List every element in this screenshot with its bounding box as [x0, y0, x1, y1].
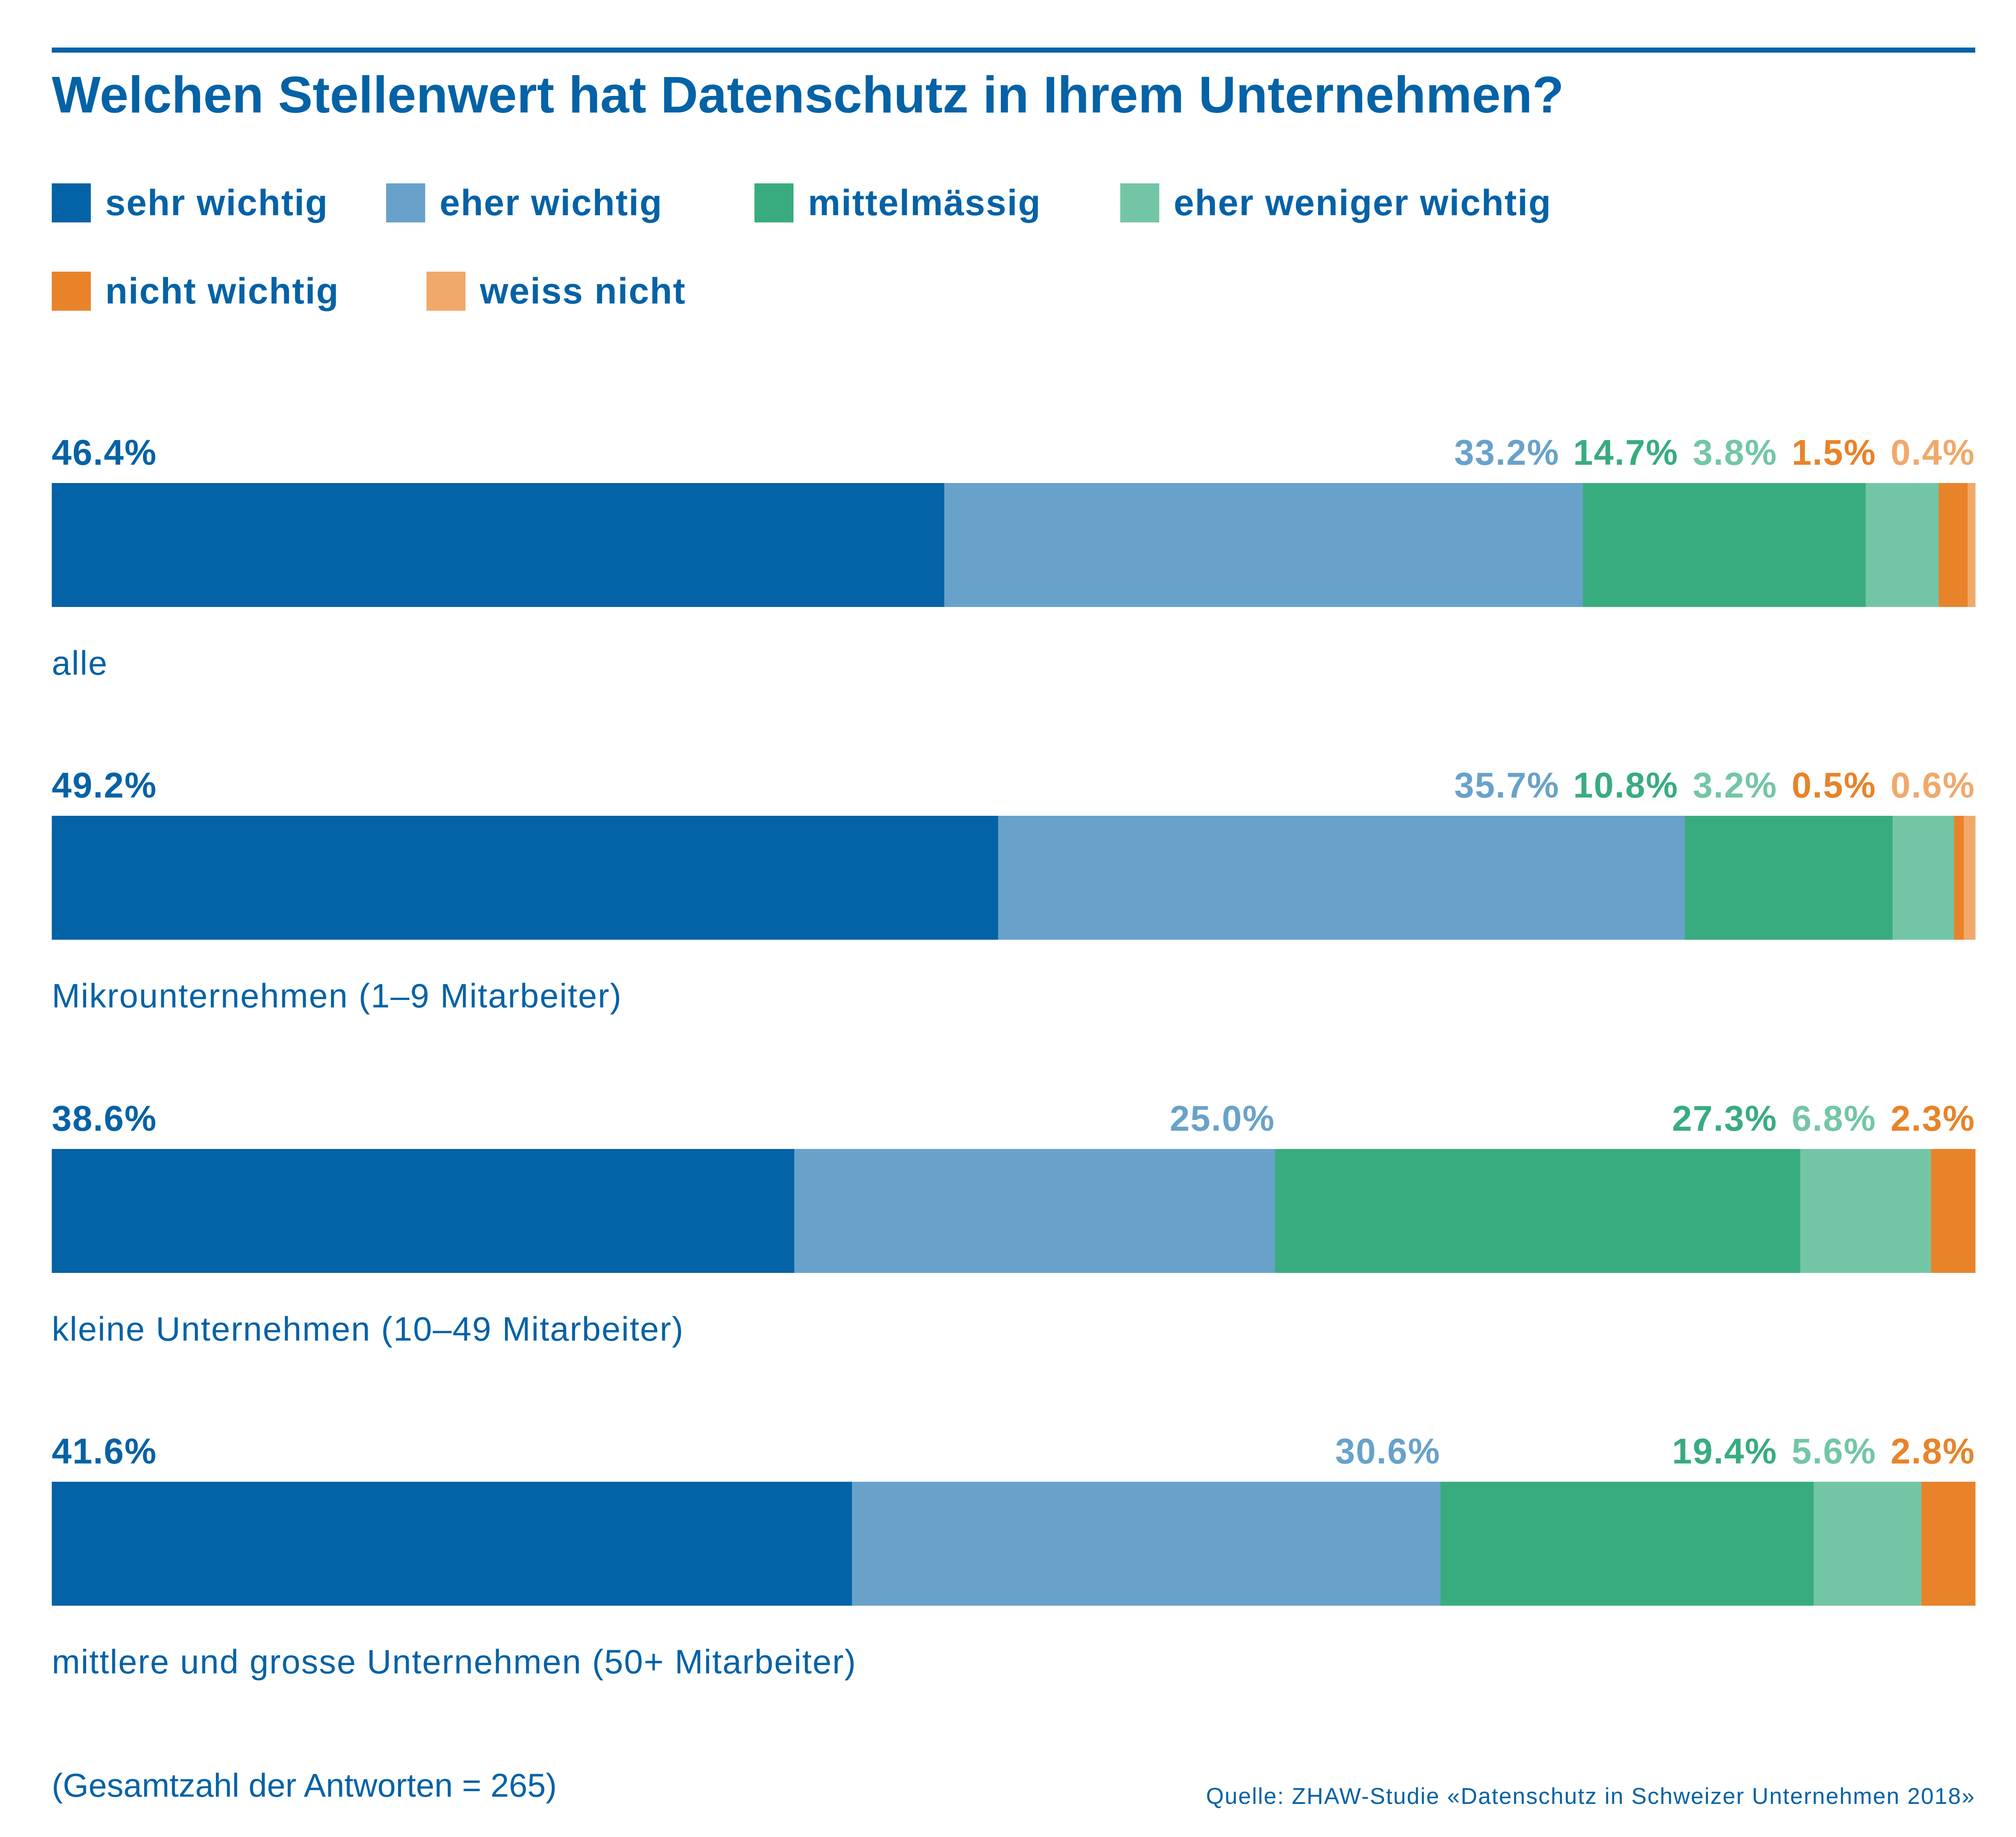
- value-label-weiss-nicht-1: 0.4%: [1891, 433, 1975, 472]
- value-label-nicht-wichtig-4: 2.8%: [1891, 1431, 1975, 1471]
- bar-segment-eher-weniger-wichtig-2: [1893, 816, 1954, 940]
- value-label-eher-weniger-wichtig-4: 5.6%: [1792, 1431, 1876, 1471]
- legend-swatch-eher-weniger-wichtig: [1120, 183, 1159, 222]
- bar-segment-weiss-nicht-1: [1967, 483, 1976, 607]
- value-label-eher-weniger-wichtig-3: 6.8%: [1792, 1098, 1876, 1138]
- source-note: Quelle: ZHAW-Studie «Datenschutz in Schw…: [1206, 1784, 1975, 1809]
- bar-segment-eher-wichtig-1: [944, 483, 1583, 607]
- legend-swatch-sehr-wichtig: [52, 183, 91, 222]
- bar-segment-mittelmaessig-4: [1440, 1482, 1814, 1606]
- bar-segment-eher-wichtig-3: [794, 1149, 1276, 1273]
- bar-segment-eher-weniger-wichtig-1: [1865, 483, 1939, 607]
- bar-segment-eher-weniger-wichtig-3: [1800, 1149, 1932, 1273]
- legend-label-mittelmaessig: mittelmässig: [808, 183, 1041, 223]
- value-label-mittelmaessig-4: 19.4%: [1672, 1431, 1777, 1471]
- bar-segment-sehr-wichtig-2: [52, 816, 998, 940]
- legend-swatch-mittelmaessig: [754, 183, 794, 222]
- bar-segment-nicht-wichtig-1: [1938, 483, 1968, 607]
- bar-segment-weiss-nicht-2: [1963, 816, 1976, 940]
- value-label-eher-wichtig-2: 35.7%: [1454, 765, 1559, 805]
- category-label-3: kleine Unternehmen (10–49 Mitarbeiter): [52, 1310, 684, 1348]
- value-label-sehr-wichtig-3: 38.6%: [52, 1098, 157, 1138]
- chart-title: Welchen Stellenwert hat Datenschutz in I…: [52, 66, 1564, 124]
- value-label-nicht-wichtig-2: 0.5%: [1792, 765, 1876, 805]
- legend-label-sehr-wichtig: sehr wichtig: [105, 183, 328, 223]
- value-label-weiss-nicht-2: 0.6%: [1891, 765, 1975, 805]
- bar-segment-nicht-wichtig-4: [1921, 1482, 1976, 1606]
- bar-segment-eher-wichtig-2: [998, 816, 1685, 940]
- value-label-sehr-wichtig-2: 49.2%: [52, 765, 157, 805]
- bar-segment-eher-wichtig-4: [852, 1482, 1441, 1606]
- value-label-sehr-wichtig-4: 41.6%: [52, 1431, 157, 1471]
- value-label-eher-wichtig-4: 30.6%: [1335, 1431, 1441, 1471]
- value-label-eher-wichtig-3: 25.0%: [1170, 1098, 1275, 1138]
- bar-segment-mittelmaessig-3: [1275, 1149, 1800, 1273]
- value-label-eher-weniger-wichtig-2: 3.2%: [1693, 765, 1777, 805]
- legend-label-eher-wichtig: eher wichtig: [440, 183, 663, 223]
- bar-segment-nicht-wichtig-3: [1931, 1149, 1976, 1273]
- legend-swatch-nicht-wichtig: [52, 272, 91, 311]
- bar-segment-mittelmaessig-2: [1685, 816, 1893, 940]
- value-label-mittelmaessig-1: 14.7%: [1573, 433, 1678, 472]
- bar-segment-sehr-wichtig-1: [52, 483, 945, 607]
- legend-label-nicht-wichtig: nicht wichtig: [105, 271, 339, 312]
- value-label-nicht-wichtig-3: 2.3%: [1891, 1098, 1975, 1138]
- legend-swatch-eher-wichtig: [386, 183, 425, 222]
- title-rule: [52, 48, 1975, 53]
- response-count-note: (Gesamtzahl der Antworten = 265): [52, 1767, 557, 1804]
- value-label-nicht-wichtig-1: 1.5%: [1792, 433, 1876, 472]
- legend-swatch-weiss-nicht: [426, 272, 465, 311]
- category-label-2: Mikrounternehmen (1–9 Mitarbeiter): [52, 977, 622, 1015]
- category-label-4: mittlere und grosse Unternehmen (50+ Mit…: [52, 1643, 857, 1681]
- bar-segment-mittelmaessig-1: [1583, 483, 1866, 607]
- legend-label-weiss-nicht: weiss nicht: [479, 271, 686, 312]
- value-label-sehr-wichtig-1: 46.4%: [52, 433, 157, 472]
- category-label-1: alle: [52, 644, 108, 682]
- value-label-eher-wichtig-1: 33.2%: [1454, 433, 1559, 472]
- value-label-mittelmaessig-3: 27.3%: [1672, 1098, 1777, 1138]
- bar-segment-sehr-wichtig-3: [52, 1149, 795, 1273]
- bar-segment-eher-weniger-wichtig-4: [1814, 1482, 1922, 1606]
- bar-segment-nicht-wichtig-2: [1954, 816, 1964, 940]
- value-label-eher-weniger-wichtig-1: 3.8%: [1693, 433, 1777, 472]
- bar-segment-sehr-wichtig-4: [52, 1482, 852, 1606]
- legend-label-eher-weniger-wichtig: eher weniger wichtig: [1174, 183, 1552, 223]
- value-label-mittelmaessig-2: 10.8%: [1573, 765, 1678, 805]
